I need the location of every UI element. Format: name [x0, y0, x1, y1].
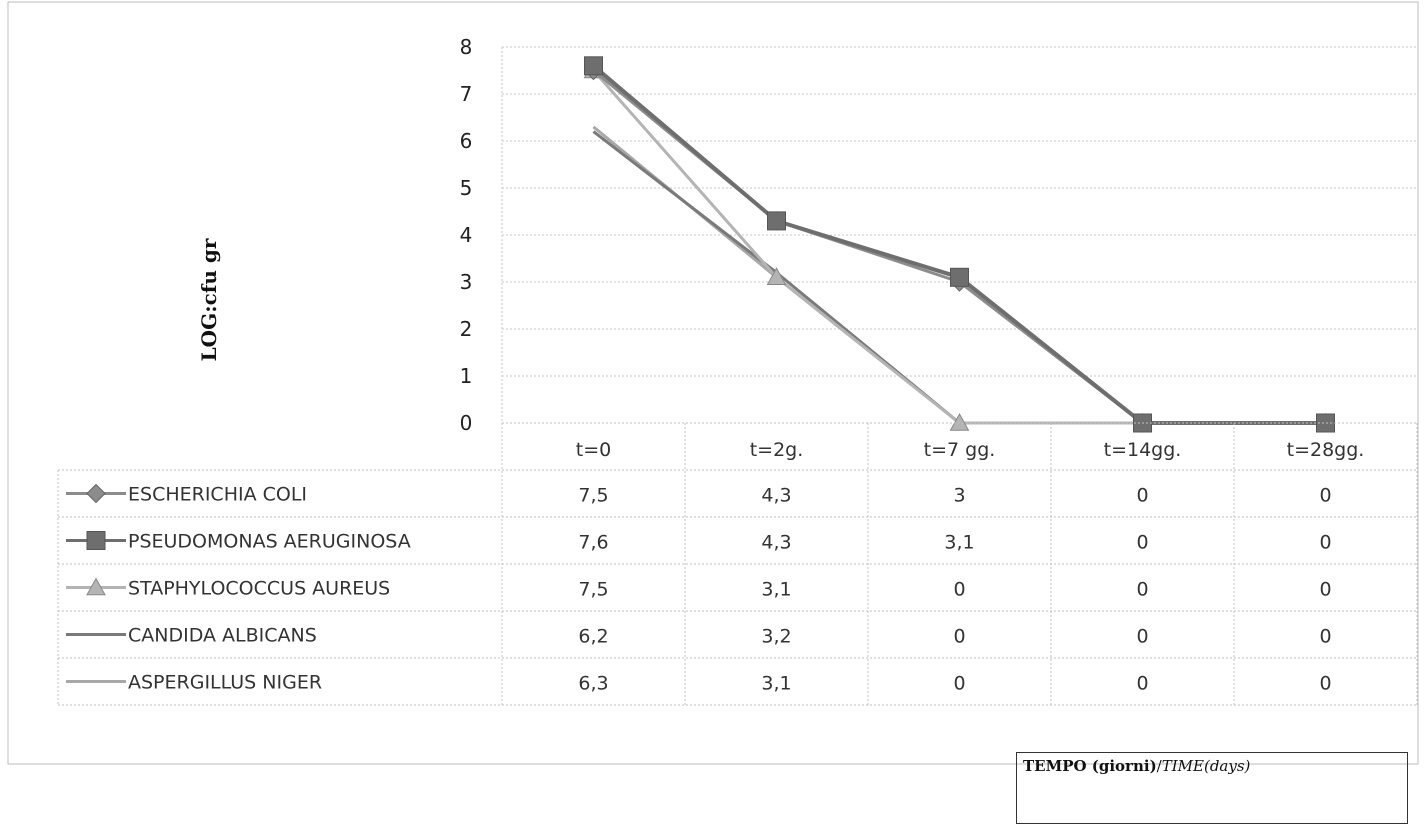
series-line-0 [592, 69, 1326, 425]
x-category-0: t=0 [576, 439, 611, 461]
data-table: t=0 t=2g. t=7 gg. t=14gg. t=28gg. ESCHERICHIA… [57, 422, 1418, 706]
table-cell-0-1: 4,3 [761, 485, 791, 507]
y-tick-6: 6 [460, 129, 473, 153]
y-tick-5: 5 [460, 176, 473, 200]
table-cell-3-1: 3,2 [761, 626, 791, 648]
x-axis-label-separator: / [1156, 757, 1162, 775]
x-axis-label-box: TEMPO (giorni)/TIME(days) [1016, 752, 1408, 824]
table-cell-2-0: 7,5 [578, 579, 608, 601]
series-1-point-1 [767, 211, 786, 231]
series-1-point-0 [584, 56, 603, 76]
table-cell-4-1: 3,1 [761, 673, 791, 695]
y-tick-labels: 0 1 2 3 4 5 6 7 8 [460, 35, 473, 435]
x-axis-label-bold: TEMPO (giorni) [1023, 757, 1157, 775]
table-cell-2-3: 0 [1136, 579, 1148, 601]
table-cell-0-2: 3 [953, 485, 965, 507]
chart-frame [7, 1, 1419, 765]
table-cell-4-3: 0 [1136, 673, 1148, 695]
table-cell-4-4: 0 [1319, 673, 1331, 695]
x-category-4: t=28gg. [1287, 439, 1365, 461]
legend-label-4: ASPERGILLUS NIGER [128, 672, 322, 694]
x-axis-label-italic: TIME(days) [1161, 757, 1251, 775]
y-tick-3: 3 [460, 270, 473, 294]
table-cell-3-0: 6,2 [578, 626, 608, 648]
outer-frame [7, 1, 1419, 765]
table-cell-1-0: 7,6 [578, 532, 608, 554]
y-tick-4: 4 [460, 223, 473, 247]
legend-label-1: PSEUDOMONAS AERUGINOSA [128, 531, 411, 553]
series-2-point-1 [766, 267, 787, 285]
table-cell-1-4: 0 [1319, 532, 1331, 554]
table-cell-0-4: 0 [1319, 485, 1331, 507]
legend-label-3: CANDIDA ALBICANS [128, 625, 317, 647]
table-cell-2-1: 3,1 [761, 579, 791, 601]
legend-key-marker-2 [86, 577, 106, 596]
table-cell-1-1: 4,3 [761, 532, 791, 554]
table-cell-3-2: 0 [953, 626, 965, 648]
y-tick-1: 1 [460, 364, 473, 388]
table-cell-0-0: 7,5 [578, 485, 608, 507]
x-category-1: t=2g. [750, 439, 804, 461]
table-cell-2-4: 0 [1319, 579, 1331, 601]
table-cell-1-3: 0 [1136, 532, 1148, 554]
legend-label-0: ESCHERICHIA COLI [128, 484, 307, 506]
series-line-2 [592, 69, 1326, 425]
series-2-point-2 [949, 412, 970, 431]
series-1-point-2 [950, 267, 969, 287]
table-cell-1-2: 3,1 [944, 532, 974, 554]
y-axis-label: LOG:cfu gr [197, 238, 221, 361]
table-cell-0-3: 0 [1136, 485, 1148, 507]
x-category-3: t=14gg. [1104, 439, 1182, 461]
table-cell-4-0: 6,3 [578, 673, 608, 695]
table-cell-4-2: 0 [953, 673, 965, 695]
y-tick-0: 0 [460, 411, 473, 435]
y-tick-7: 7 [460, 82, 473, 106]
y-tick-8: 8 [460, 35, 473, 59]
table-cell-3-3: 0 [1136, 626, 1148, 648]
x-category-2: t=7 gg. [924, 439, 996, 461]
legend-label-2: STAPHYLOCOCCUS AUREUS [128, 578, 390, 600]
table-cell-2-2: 0 [953, 579, 965, 601]
y-tick-2: 2 [460, 317, 473, 341]
series-line-1 [592, 64, 1326, 425]
legend-key-marker-1 [86, 531, 106, 550]
legend-key-marker-0 [86, 483, 106, 504]
table-cell-3-4: 0 [1319, 626, 1331, 648]
